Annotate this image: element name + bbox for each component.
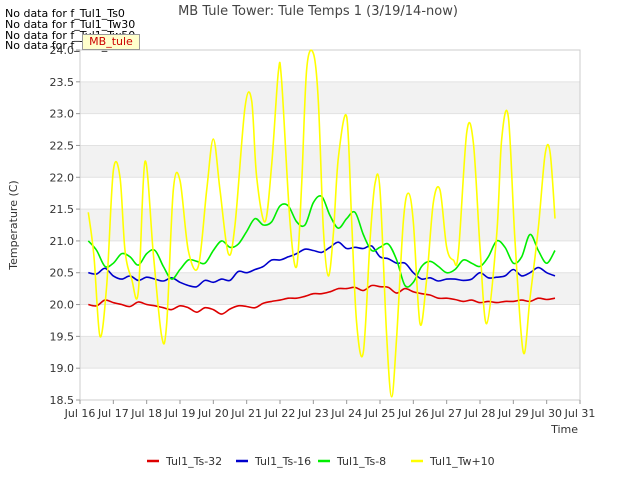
legend: Tul1_Ts-32 Tul1_Ts-16 Tul1_Ts-8 Tul1_Tw+10 xyxy=(147,455,495,468)
legend-label-tul1-ts-16: Tul1_Ts-16 xyxy=(254,455,311,468)
y-tick-label: 24.0 xyxy=(50,44,75,57)
y-tick-label: 21.0 xyxy=(50,235,75,248)
legend-label-tul1-tw-10: Tul1_Tw+10 xyxy=(429,455,495,468)
no-data-message-2: No data for f_Tul1_Tw30 xyxy=(5,18,136,31)
y-tick-label: 18.5 xyxy=(50,394,75,407)
no-data-message-1: No data for f_Tul1_Ts0 xyxy=(5,7,125,20)
y-tick-label: 19.5 xyxy=(50,330,75,343)
y-tick-label: 23.5 xyxy=(50,76,75,89)
legend-label-tul1-ts-32: Tul1_Ts-32 xyxy=(165,455,222,468)
x-tick-label: Jul 17 xyxy=(97,407,129,420)
x-tick-label: Jul 26 xyxy=(397,407,429,420)
x-tick-label: Jul 20 xyxy=(197,407,229,420)
x-axis-label: Time xyxy=(550,423,578,436)
legend-label-tul1-ts-8: Tul1_Ts-8 xyxy=(336,455,386,468)
background-band xyxy=(80,336,580,369)
background-band xyxy=(80,272,580,305)
y-tick-label: 22.0 xyxy=(50,171,75,184)
y-axis-label: Temperature (C) xyxy=(7,180,20,270)
x-tick-label: Jul 22 xyxy=(264,407,296,420)
x-tick-label: Jul 24 xyxy=(330,407,362,420)
x-tick-label: Jul 25 xyxy=(364,407,396,420)
x-tick-label: Jul 29 xyxy=(497,407,529,420)
series-layer xyxy=(87,49,556,398)
x-tick-label: Jul 21 xyxy=(230,407,262,420)
background-band xyxy=(80,145,580,178)
y-tick-label: 19.0 xyxy=(50,362,75,375)
x-axis-ticks: Jul 16 Jul 17 Jul 18 Jul 19 Jul 20 Jul 21 Jul … xyxy=(64,400,596,420)
y-tick-label: 20.5 xyxy=(50,267,75,280)
chart-title: MB Tule Tower: Tule Temps 1 (3/19/14-now… xyxy=(178,4,458,19)
series-line-tul1-tw-10 xyxy=(87,49,556,398)
y-tick-label: 21.5 xyxy=(50,203,75,216)
y-tick-label: 20.0 xyxy=(50,299,75,312)
y-tick-label: 23.0 xyxy=(50,108,75,121)
x-tick-label: Jul 27 xyxy=(430,407,462,420)
background-band xyxy=(80,81,580,114)
y-axis-ticks: 18.5 19.0 19.5 20.0 20.5 21.0 21.5 22.0 22.5 23.0… xyxy=(50,44,80,407)
no-data-message-3: No data for f_Tul1_Tw50 xyxy=(5,29,136,42)
mb-tule-badge: MB_tule xyxy=(82,34,140,50)
plot-frame xyxy=(79,49,581,401)
x-tick-label: Jul 18 xyxy=(130,407,162,420)
y-tick-label: 22.5 xyxy=(50,139,75,152)
no-data-message-4: No data for f_Tul1_Tw60 xyxy=(5,39,136,52)
series-line-tul1-ts-32 xyxy=(88,284,556,315)
x-tick-label: Jul 23 xyxy=(297,407,329,420)
gridlines xyxy=(80,49,580,401)
x-tick-label: Jul 28 xyxy=(464,407,496,420)
x-tick-label: Jul 19 xyxy=(164,407,196,420)
background-bands xyxy=(80,81,580,369)
series-line-tul1-ts-16 xyxy=(88,241,556,288)
x-tick-label: Jul 30 xyxy=(530,407,562,420)
x-tick-label: Jul 31 xyxy=(564,407,596,420)
x-tick-label: Jul 16 xyxy=(64,407,96,420)
